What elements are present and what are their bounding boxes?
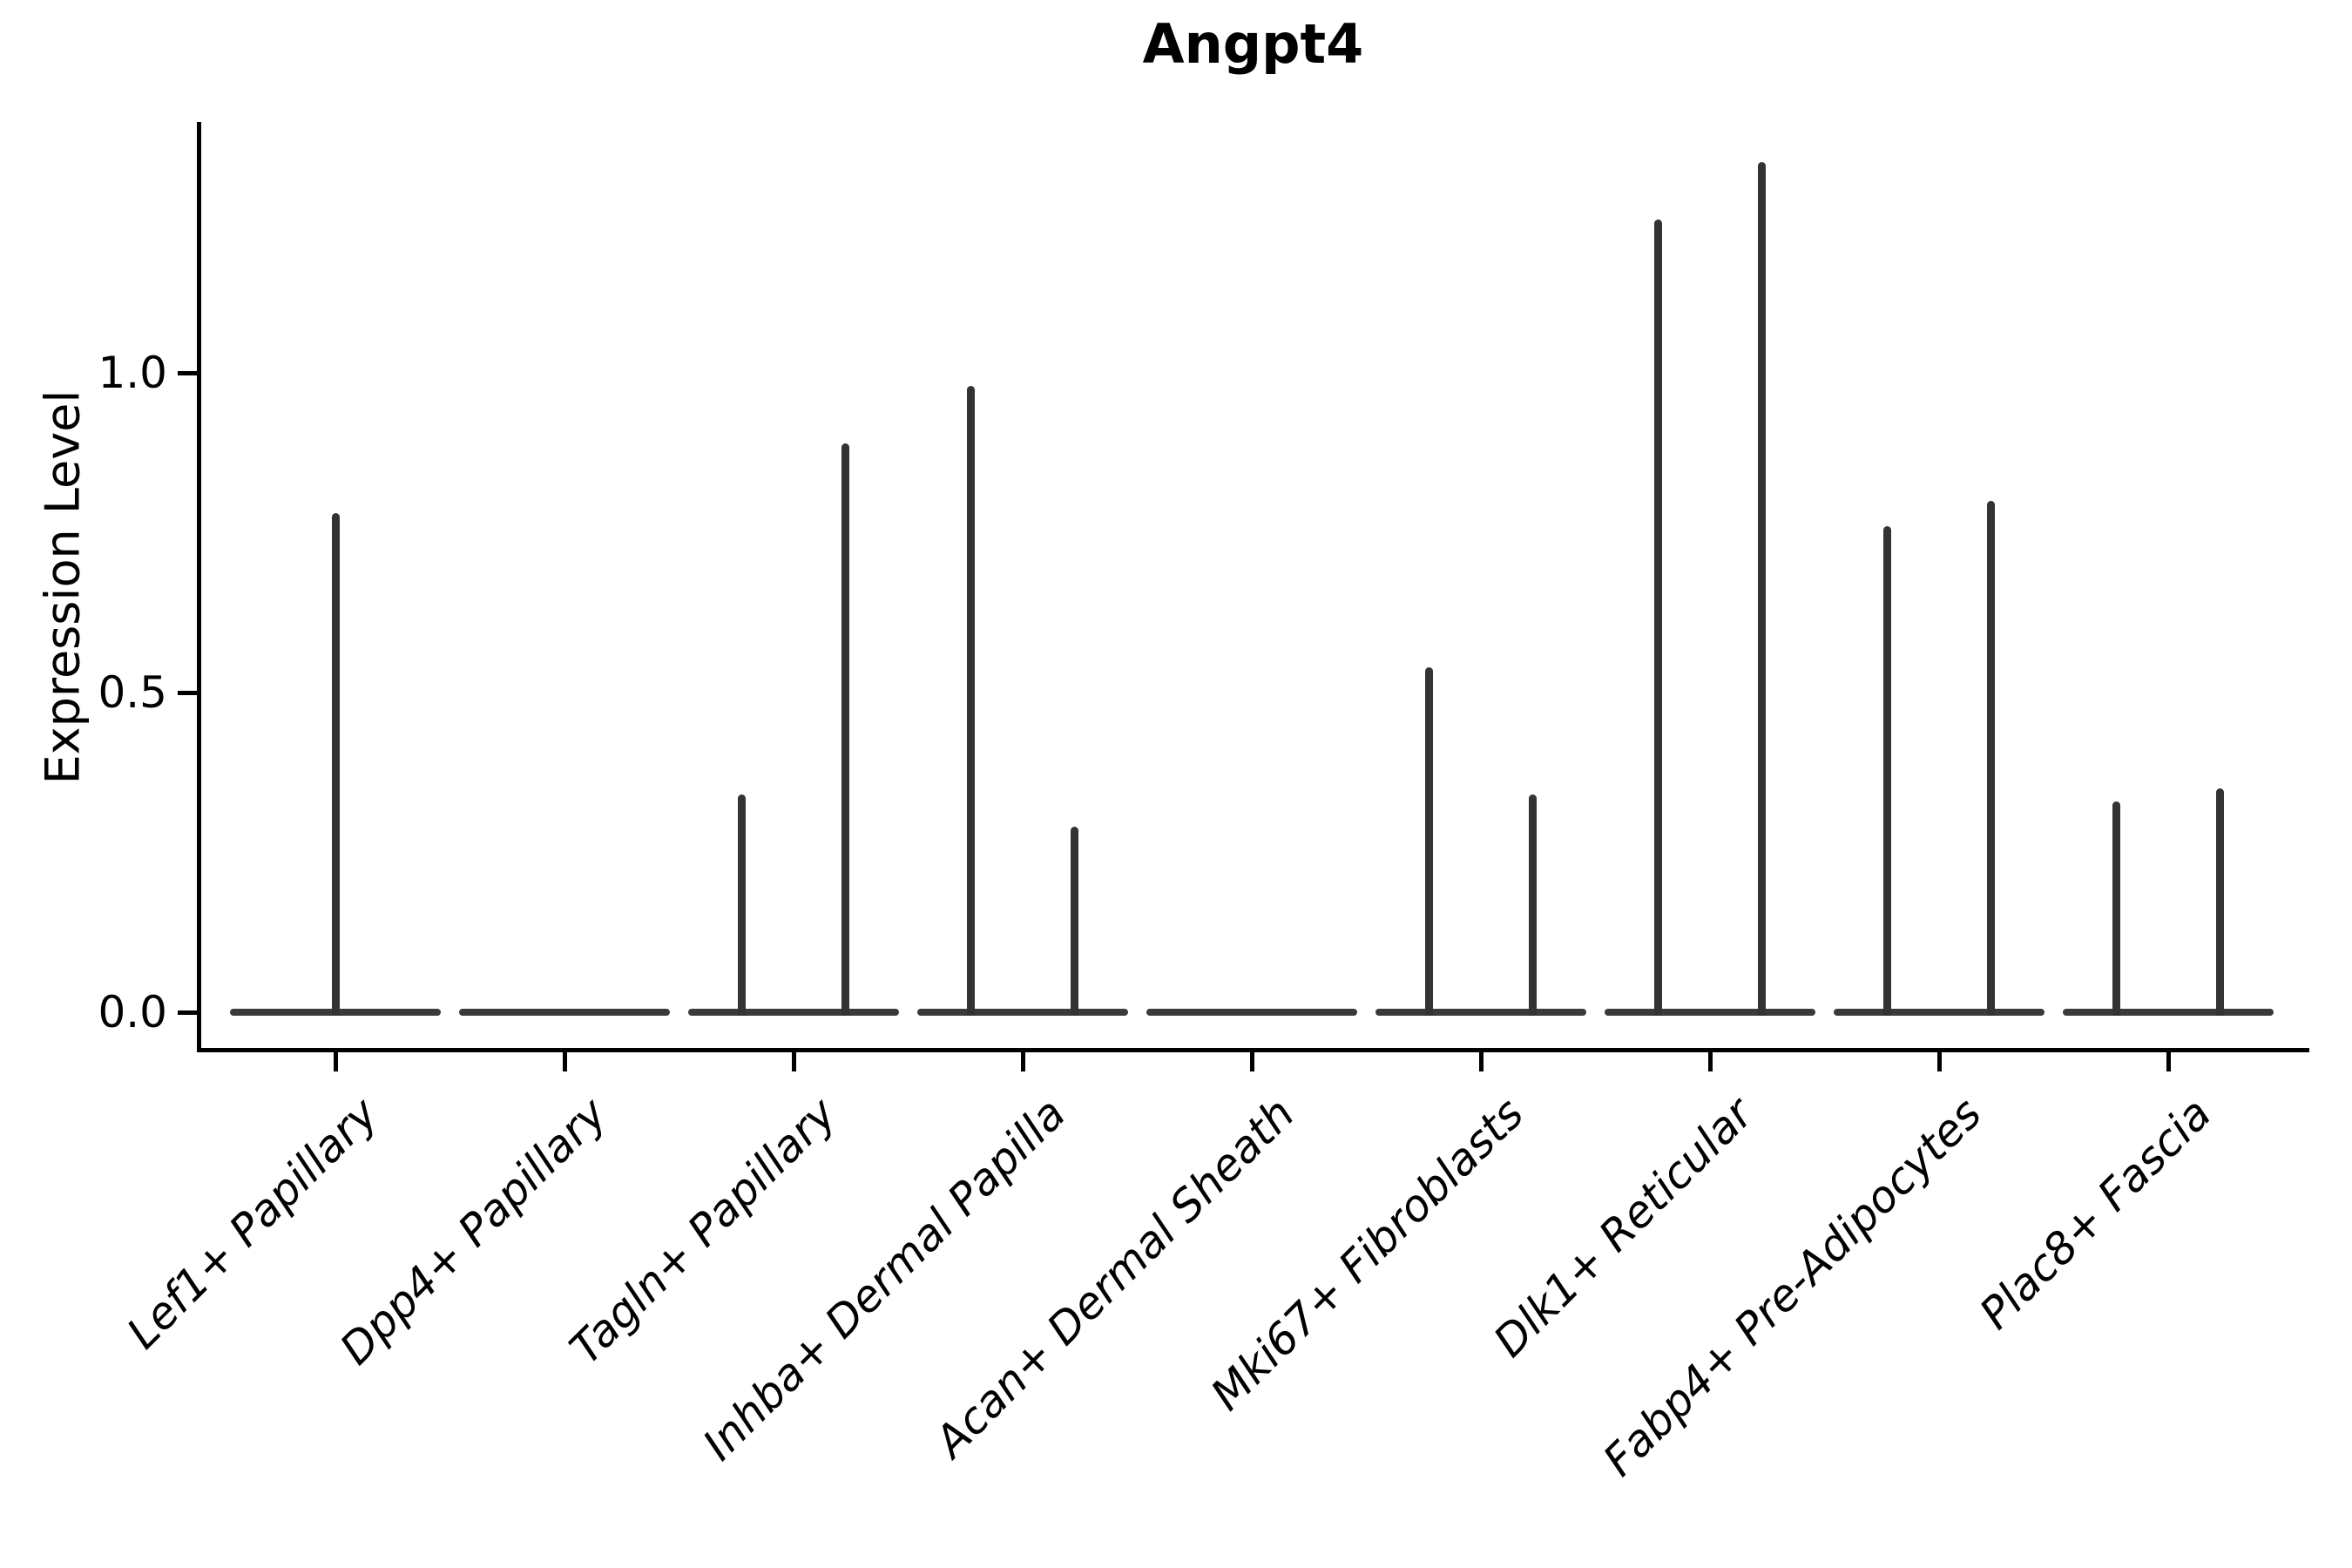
violin-base — [1146, 1009, 1357, 1016]
violin-spike — [1070, 827, 1078, 1016]
violin-spike — [331, 513, 340, 1016]
chart-title: Angpt4 — [1142, 12, 1364, 76]
x-tick-mark — [1249, 1052, 1254, 1071]
y-tick-mark — [178, 690, 197, 695]
violin-base — [459, 1009, 670, 1016]
x-tick-mark — [1020, 1052, 1025, 1071]
y-tick-mark — [178, 1010, 197, 1015]
violin-spike — [738, 794, 747, 1016]
violin-spike — [841, 443, 849, 1016]
violin-spike — [1757, 161, 1766, 1016]
x-tick-label: Plac8+ Fascia — [1970, 1088, 2221, 1340]
violin-spike — [1528, 794, 1537, 1016]
violin-spike — [1883, 526, 1892, 1016]
violin-base — [1834, 1009, 2044, 1016]
y-tick-mark — [178, 370, 197, 375]
x-tick-mark — [1936, 1052, 1942, 1071]
y-tick-label: 0.0 — [98, 987, 167, 1037]
violin-base — [1375, 1009, 1586, 1016]
plot-area — [197, 122, 2309, 1052]
y-tick-label: 0.5 — [98, 667, 167, 718]
violin-base — [2063, 1009, 2274, 1016]
x-tick-mark — [1707, 1052, 1713, 1071]
violin-spike — [2112, 801, 2121, 1016]
violin-spike — [2215, 788, 2224, 1016]
violin-base — [688, 1009, 899, 1016]
x-tick-mark — [2166, 1052, 2171, 1071]
violin-spike — [967, 385, 976, 1016]
x-tick-mark — [1478, 1052, 1484, 1071]
violin-spike — [1654, 219, 1663, 1016]
x-tick-label: Fabp4+ Pre-Adipocytes — [1593, 1088, 1992, 1486]
x-tick-label: Lef1+ Papillary — [117, 1088, 389, 1359]
violin-spike — [1425, 666, 1434, 1016]
x-tick-mark — [562, 1052, 567, 1071]
violin-spike — [1986, 500, 1995, 1016]
x-tick-mark — [791, 1052, 796, 1071]
violin-base — [917, 1009, 1128, 1016]
violin-base — [1605, 1009, 1815, 1016]
x-tick-mark — [333, 1052, 338, 1071]
y-tick-label: 1.0 — [98, 348, 167, 398]
y-axis-label: Expression Level — [35, 389, 91, 785]
